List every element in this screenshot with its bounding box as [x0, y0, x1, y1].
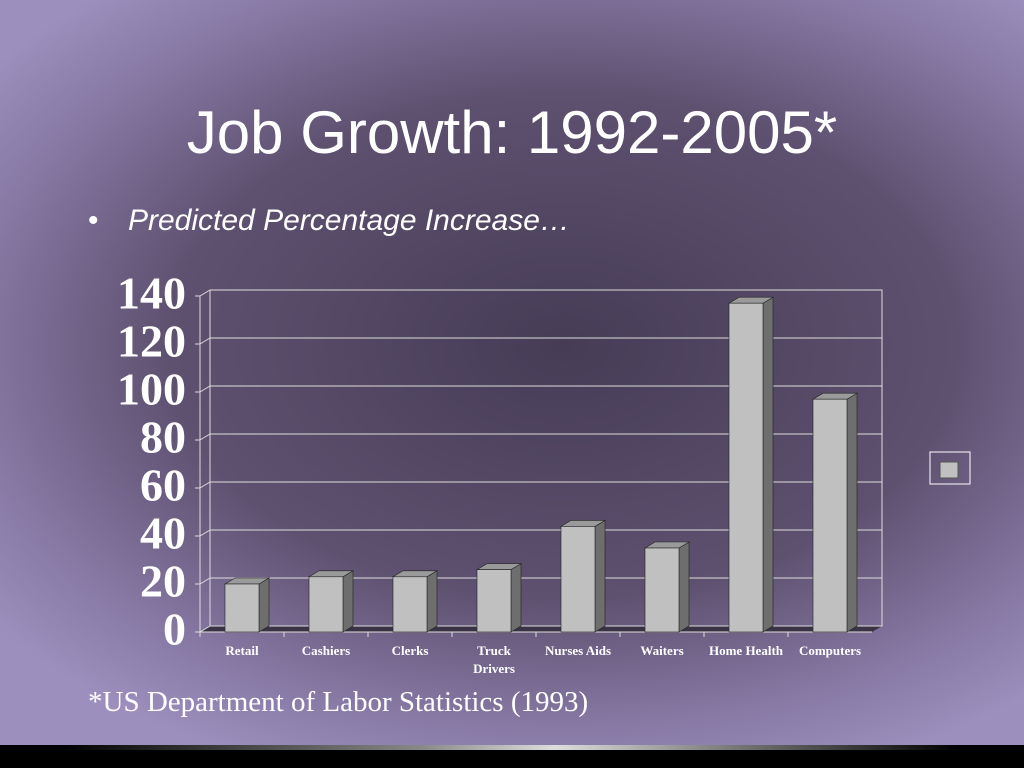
- x-tick-label: Computers: [798, 643, 862, 658]
- grid-line-side: [199, 385, 211, 393]
- y-tick-label: 140: [117, 268, 186, 319]
- grid-line-side: [199, 481, 211, 489]
- bullet: Predicted Percentage Increase…: [88, 204, 570, 238]
- y-tick-label: 80: [140, 412, 186, 463]
- x-tick-label: Home Health: [708, 643, 783, 658]
- legend-box: [929, 451, 971, 485]
- footnote: *US Department of Labor Statistics (1993…: [88, 686, 589, 718]
- x-tick-label: Retail: [225, 643, 259, 658]
- x-tick-label: Nurses Aids: [544, 643, 612, 658]
- y-tick-label: 100: [117, 364, 186, 415]
- floor: [200, 626, 882, 632]
- bullet-text: Predicted Percentage Increase…: [128, 204, 570, 237]
- grid-line-side: [199, 625, 211, 633]
- bar: [392, 576, 428, 633]
- bottom-strip: [0, 745, 1024, 768]
- bar-side: [342, 570, 354, 633]
- y-tick-label: 60: [140, 460, 186, 511]
- bar: [560, 526, 596, 633]
- bar-side: [426, 570, 438, 633]
- x-tick-label: Clerks: [391, 643, 429, 658]
- y-tick-label: 0: [163, 604, 186, 655]
- bar-side: [258, 577, 270, 633]
- x-tick-label: Cashiers: [301, 643, 351, 658]
- bar-side: [846, 392, 858, 633]
- bar-side: [510, 563, 522, 633]
- grid-line-side: [199, 289, 211, 297]
- slide-title: Job Growth: 1992-2005*: [186, 99, 838, 166]
- grid-line-side: [199, 577, 211, 585]
- bar: [308, 576, 344, 633]
- grid-line-side: [199, 529, 211, 537]
- bar-side: [594, 519, 606, 633]
- bar: [812, 398, 848, 633]
- x-tick-label: Truck Drivers: [473, 643, 515, 676]
- grid-line-side: [199, 433, 211, 441]
- bar-side: [678, 541, 690, 633]
- bar: [224, 583, 260, 633]
- y-tick-label: 120: [117, 316, 186, 367]
- bar-side: [762, 296, 774, 633]
- y-tick-label: 40: [140, 508, 186, 559]
- y-tick-label: 20: [140, 556, 186, 607]
- x-tick-label: Waiters: [640, 643, 684, 658]
- legend-swatch: [939, 461, 959, 479]
- bar: [728, 302, 764, 633]
- grid-line-side: [199, 337, 211, 345]
- bar: [644, 547, 680, 633]
- bar: [476, 569, 512, 633]
